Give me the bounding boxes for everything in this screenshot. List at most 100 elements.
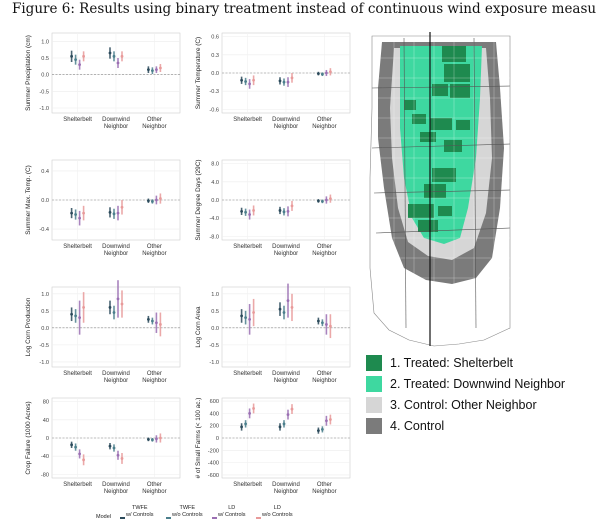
- x-tick-label: Neighbor: [142, 124, 166, 130]
- panel-2: -0.6 -0.3 0.0 0.3 0.6 Summer Temperature (C) S…: [195, 32, 351, 130]
- point-estimate: [321, 321, 324, 325]
- point-estimate: [70, 54, 73, 58]
- point-estimate: [147, 437, 150, 441]
- point-estimate: [244, 210, 248, 214]
- x-tick-label: Neighbor: [274, 489, 298, 495]
- x-tick-label: Neighbor: [312, 251, 336, 257]
- point-estimate: [321, 199, 324, 203]
- point-estimate: [244, 422, 248, 426]
- point-estimate: [78, 316, 81, 320]
- y-axis-label: Summer Max. Temp. (C): [25, 165, 32, 234]
- panel-4: -8.0 -4.0 0.0 4.0 8.0 Summer Degree Days (29C…: [195, 160, 351, 257]
- x-tick-label: Other: [147, 117, 162, 123]
- point-estimate: [290, 204, 294, 208]
- point-estimate: [252, 407, 256, 410]
- x-tick-label: Shelterbelt: [63, 244, 92, 250]
- y-tick-label: -0.5: [209, 343, 219, 349]
- point-estimate: [278, 209, 282, 212]
- point-estimate: [108, 444, 112, 448]
- point-estimate: [248, 213, 252, 216]
- x-tick-label: Other: [147, 371, 162, 377]
- panel-7: -80 -40 0 40 80 Crop Failure (1000 Acres) Shel…: [25, 397, 181, 495]
- point-estimate: [325, 71, 328, 75]
- y-tick-label: -0.5: [39, 343, 49, 349]
- point-estimate: [116, 211, 120, 215]
- point-estimate: [78, 216, 81, 220]
- x-tick-label: Shelterbelt: [63, 117, 92, 123]
- x-tick-label: Other: [317, 117, 332, 123]
- point-estimate: [240, 425, 244, 429]
- point-estimate: [74, 314, 77, 318]
- model-legend-line2: w/o Controls: [262, 511, 293, 518]
- panel-8: -600 -400 -200 0 200 400 600 # of Small Farms (…: [195, 398, 351, 495]
- y-axis-label: Summer Precipitation (cm): [25, 35, 32, 111]
- y-axis-label: Summer Degree Days (29C): [195, 160, 202, 241]
- y-axis-label: Log Corn Area: [195, 306, 202, 348]
- map-legend-item: 2. Treated: Downwind Neighbor: [366, 373, 596, 394]
- y-tick-label: 0.0: [211, 326, 219, 332]
- y-tick-label: 0.5: [41, 309, 49, 315]
- legend-swatch-downwind: [366, 375, 382, 392]
- legend-label: 2. Treated: Downwind Neighbor: [390, 376, 566, 391]
- y-axis-label: # of Small Farms (< 100 ac.): [195, 398, 202, 479]
- y-tick-label: 80: [43, 400, 49, 406]
- legend-label: 4. Control: [390, 418, 445, 433]
- point-estimate: [329, 197, 332, 201]
- point-estimate: [240, 209, 244, 213]
- x-tick-label: Other: [317, 371, 332, 377]
- y-axis-label: Log Corn Production: [25, 297, 32, 356]
- point-estimate: [82, 54, 85, 58]
- x-tick-label: Neighbor: [142, 489, 166, 495]
- panel-1: -1.0 -0.5 0.0 0.5 1.0 Summer Precipitation (c…: [25, 32, 181, 130]
- point-estimate: [159, 323, 162, 326]
- legend-swatch-other-neighbor: [366, 396, 382, 413]
- x-tick-label: Neighbor: [104, 489, 128, 495]
- point-estimate: [151, 438, 154, 442]
- point-estimate: [248, 317, 252, 321]
- x-tick-label: Shelterbelt: [63, 482, 92, 488]
- y-tick-label: 0.6: [211, 35, 219, 41]
- y-tick-label: 0.5: [41, 56, 49, 62]
- x-tick-label: Shelterbelt: [233, 371, 262, 377]
- x-tick-label: Neighbor: [274, 378, 298, 384]
- model-legend-swatch: [120, 517, 125, 519]
- point-estimate: [151, 200, 154, 203]
- y-tick-label: -0.6: [209, 107, 219, 113]
- point-estimate: [321, 427, 324, 431]
- y-tick-label: -8.0: [209, 234, 219, 240]
- panel-3: -0.4 0.0 0.4 Summer Max. Temp. (C) Shelterbe…: [25, 159, 181, 257]
- point-estimate: [74, 445, 77, 449]
- y-tick-label: 1.0: [41, 39, 49, 45]
- point-estimate: [151, 69, 154, 73]
- y-tick-label: -40: [41, 454, 49, 460]
- model-legend-line1: LD: [273, 505, 281, 511]
- point-estimate: [151, 319, 154, 323]
- x-tick-label: Downwind: [272, 244, 300, 250]
- point-estimate: [317, 429, 320, 433]
- x-tick-label: Neighbor: [312, 124, 336, 130]
- point-estimate: [278, 79, 282, 83]
- x-tick-label: Shelterbelt: [233, 117, 262, 123]
- point-estimate: [282, 422, 286, 426]
- x-tick-label: Neighbor: [274, 124, 298, 130]
- map-shelterbelt-region: [404, 46, 470, 232]
- map-legend: 1. Treated: Shelterbelt 2. Treated: Down…: [366, 352, 596, 436]
- point-estimate: [244, 80, 248, 83]
- point-estimate: [240, 314, 244, 318]
- point-estimate: [325, 323, 328, 326]
- point-estimate: [82, 306, 85, 309]
- point-estimate: [290, 306, 294, 309]
- model-legend-title: Model: [96, 514, 111, 520]
- point-estimate: [286, 80, 290, 84]
- point-estimate: [112, 212, 116, 216]
- x-tick-label: Downwind: [102, 244, 130, 250]
- legend-swatch-shelterbelt: [366, 354, 382, 371]
- y-tick-label: 0.4: [41, 169, 49, 175]
- model-legend-swatch: [166, 517, 171, 519]
- point-estimate: [70, 312, 73, 316]
- point-estimate: [147, 317, 150, 321]
- model-legend-line1: TWFE: [131, 505, 148, 511]
- point-estimate: [282, 80, 286, 84]
- x-tick-label: Neighbor: [142, 251, 166, 257]
- x-tick-label: Shelterbelt: [63, 371, 92, 377]
